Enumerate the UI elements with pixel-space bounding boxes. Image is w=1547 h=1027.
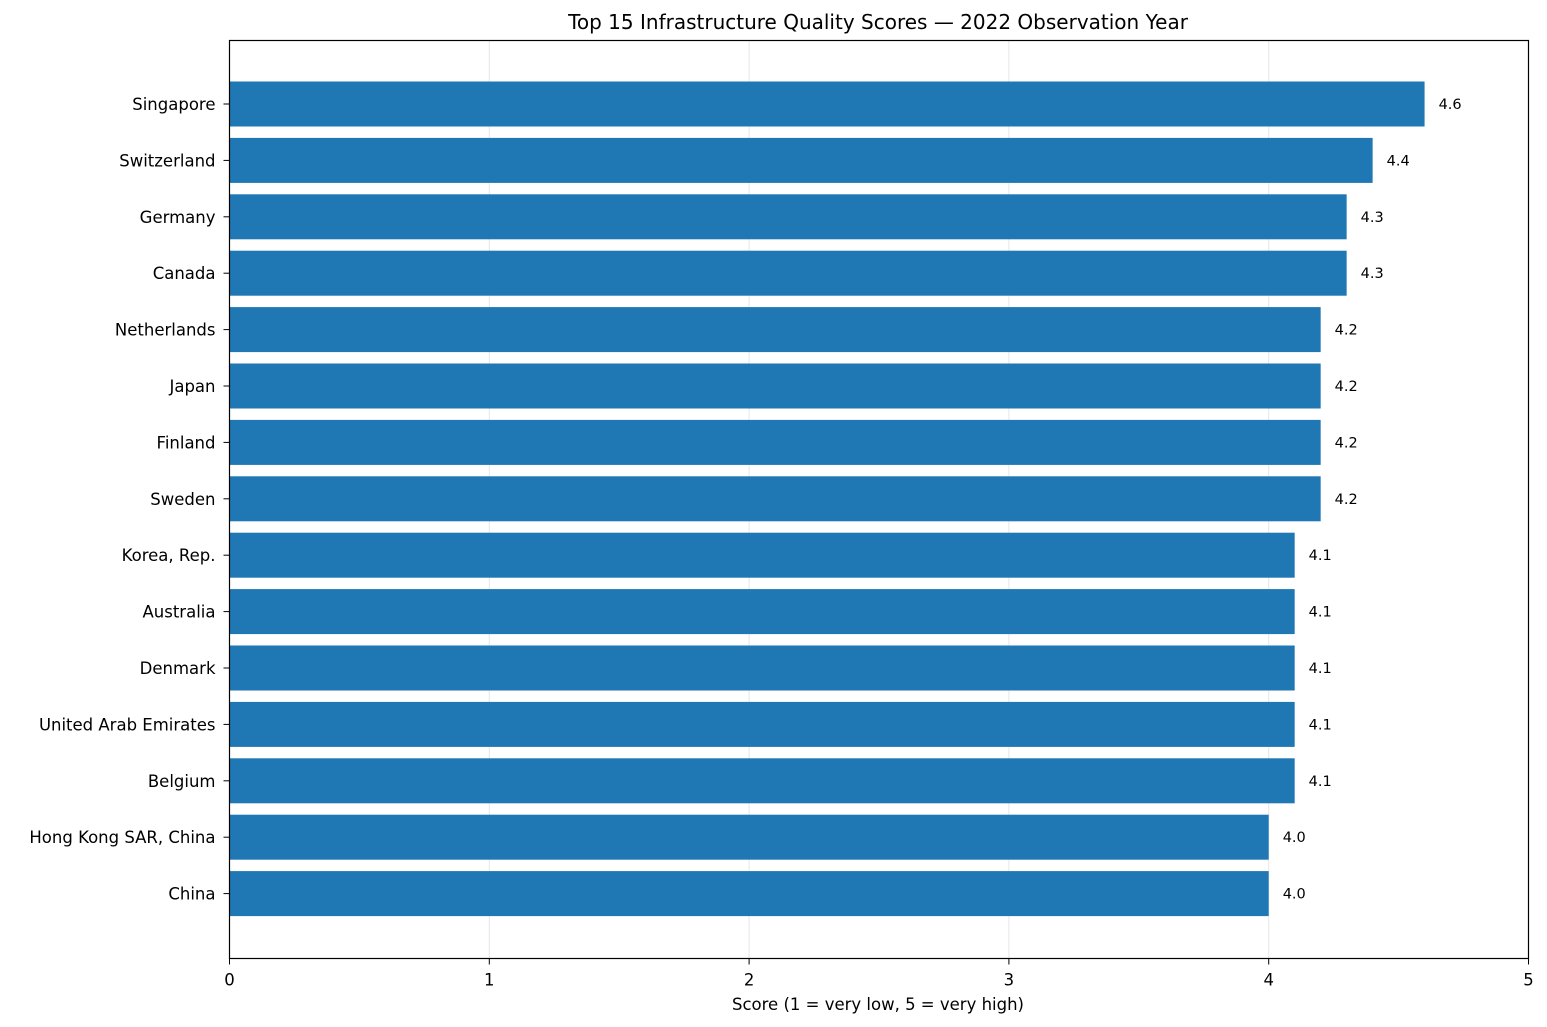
y-tick-label: Denmark	[140, 659, 216, 678]
data-label: 4.1	[1309, 548, 1332, 564]
y-tick-label: Belgium	[148, 772, 216, 791]
y-tick-label: Germany	[140, 208, 216, 227]
x-axis-ticks: 0 1 2 3 4 5	[224, 958, 1534, 990]
bar	[229, 814, 1269, 860]
y-tick-label: Switzerland	[119, 151, 215, 170]
bar	[229, 363, 1321, 409]
data-label: 4.2	[1335, 492, 1358, 508]
bar	[229, 532, 1295, 578]
data-label: 4.3	[1361, 266, 1384, 282]
bar	[229, 250, 1347, 296]
y-axis-ticks: Singapore Switzerland Germany Canada Netherl…	[29, 95, 230, 904]
data-label: 4.1	[1309, 774, 1332, 790]
y-tick-label: Finland	[157, 433, 216, 452]
y-tick-label: Australia	[143, 603, 216, 622]
data-label: 4.1	[1309, 605, 1332, 621]
bar	[229, 589, 1295, 635]
data-labels: 4.6 4.4 4.3 4.3 4.2 4.2 4.2 4.2 4.1 4.1 4.1 4.1 4.1 4…	[1283, 97, 1462, 903]
y-tick-label: United Arab Emirates	[39, 715, 216, 734]
data-label: 4.6	[1439, 97, 1462, 113]
bar	[229, 307, 1321, 353]
x-axis-label: Score (1 = very low, 5 = very high)	[732, 995, 1024, 1014]
data-label: 4.4	[1387, 153, 1410, 169]
data-label: 4.2	[1335, 323, 1358, 339]
x-tick-label: 1	[484, 971, 495, 990]
data-label: 4.0	[1283, 887, 1306, 903]
x-tick-label: 2	[744, 971, 755, 990]
data-label: 4.0	[1283, 830, 1306, 846]
bars	[229, 81, 1425, 917]
data-label: 4.1	[1309, 717, 1332, 733]
bar	[229, 758, 1295, 804]
bar	[229, 81, 1425, 127]
x-tick-label: 0	[224, 971, 235, 990]
x-tick-label: 5	[1523, 971, 1534, 990]
bar	[229, 419, 1321, 465]
bar	[229, 701, 1295, 747]
y-tick-label: Japan	[168, 377, 215, 396]
bar	[229, 476, 1321, 522]
y-tick-label: Hong Kong SAR, China	[29, 828, 215, 847]
data-label: 4.1	[1309, 661, 1332, 677]
chart-title: Top 15 Infrastructure Quality Scores — 2…	[567, 10, 1189, 34]
y-tick-label: Canada	[153, 264, 216, 283]
data-label: 4.2	[1335, 435, 1358, 451]
y-tick-label: China	[168, 885, 215, 904]
y-tick-label: Singapore	[132, 95, 215, 114]
y-tick-label: Korea, Rep.	[122, 546, 216, 565]
y-tick-label: Netherlands	[115, 321, 216, 340]
x-tick-label: 4	[1263, 971, 1274, 990]
y-tick-label: Sweden	[150, 490, 215, 509]
bar	[229, 137, 1373, 183]
bar	[229, 871, 1269, 917]
plot-frame	[228, 39, 1530, 960]
bar	[229, 645, 1295, 691]
x-tick-label: 3	[1004, 971, 1015, 990]
bar	[229, 194, 1347, 240]
data-label: 4.3	[1361, 210, 1384, 226]
data-label: 4.2	[1335, 379, 1358, 395]
